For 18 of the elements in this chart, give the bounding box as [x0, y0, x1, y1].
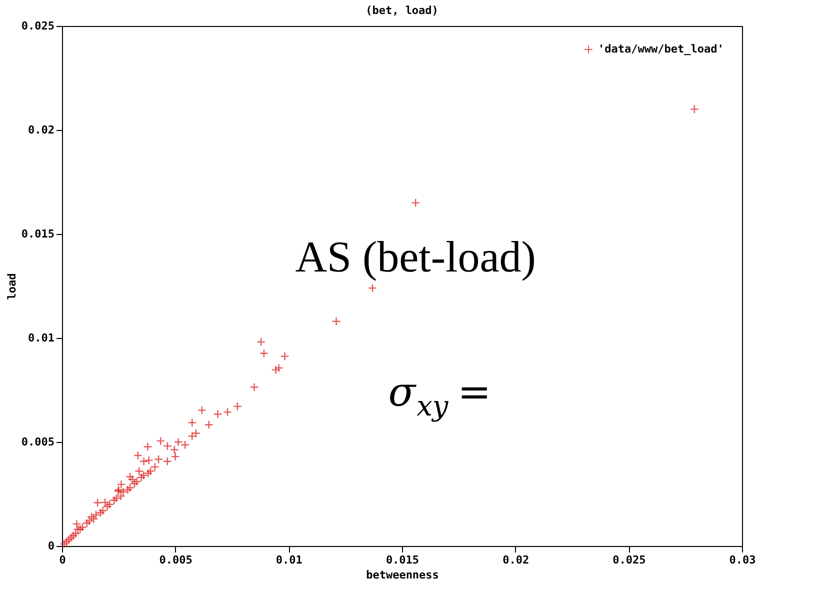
y-tick-label: 0.015: [21, 228, 54, 240]
x-tick-label: 0.015: [386, 554, 420, 566]
x-tick-label: 0.005: [159, 554, 192, 566]
y-tick-label: 0.005: [21, 436, 54, 448]
x-tick-label: 0.01: [276, 554, 303, 566]
chart-title: (bet, load): [366, 4, 438, 17]
legend-label: 'data/www/bet_load': [598, 42, 724, 56]
annotation: AS (bet-load): [295, 232, 536, 282]
x-tick-label: 0: [59, 554, 66, 566]
x-axis-title: betweenness: [366, 568, 439, 582]
y-tick-label: 0.02: [28, 124, 54, 136]
x-tick-label: 0.025: [612, 554, 646, 566]
y-tick-label: 0: [48, 540, 54, 552]
y-tick-label: 0.025: [21, 20, 54, 32]
y-axis-title: load: [5, 273, 18, 300]
x-tick-label: 0.02: [502, 554, 530, 566]
y-tick-label: 0.01: [28, 332, 55, 344]
x-tick-label: 0.03: [729, 554, 756, 566]
